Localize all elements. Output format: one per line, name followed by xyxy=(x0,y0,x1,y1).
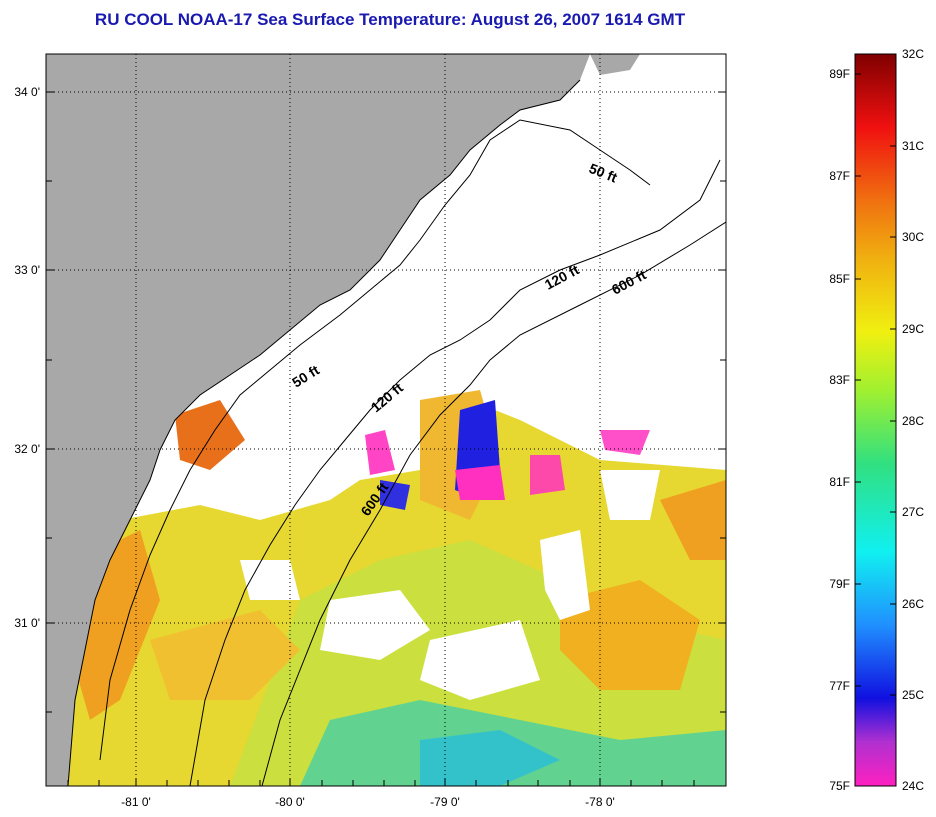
axis-ticks xyxy=(46,91,726,786)
graticule xyxy=(46,54,726,786)
color-bar: 89F 87F 85F 83F 81F 79F 77F 75F 32C 31C … xyxy=(829,47,924,793)
colorbar-c-label: 25C xyxy=(902,688,924,702)
colorbar-f-label: 85F xyxy=(829,272,850,286)
land xyxy=(46,54,590,786)
color-bar-scale xyxy=(854,53,897,787)
lon-label: -81 0' xyxy=(121,795,151,809)
colorbar-c-label: 28C xyxy=(902,414,924,428)
colorbar-c-label: 27C xyxy=(902,505,924,519)
colorbar-c-label: 32C xyxy=(902,47,924,61)
colorbar-f-label: 87F xyxy=(829,169,850,183)
colorbar-c-label: 26C xyxy=(902,597,924,611)
colorbar-c-label: 30C xyxy=(902,230,924,244)
lat-label: 34 0' xyxy=(14,85,40,99)
colorbar-c-label: 24C xyxy=(902,779,924,793)
colorbar-c-label: 31C xyxy=(902,139,924,153)
colorbar-f-label: 83F xyxy=(829,373,850,387)
colorbar-f-label: 79F xyxy=(829,577,850,591)
colorbar-f-label: 77F xyxy=(829,679,850,693)
lon-label: -80 0' xyxy=(275,795,305,809)
lon-label: -78 0' xyxy=(585,795,615,809)
map-frame xyxy=(45,53,727,787)
colorbar-f-label: 81F xyxy=(829,475,850,489)
colorbar-c-label: 29C xyxy=(902,322,924,336)
map-title: RU COOL NOAA-17 Sea Surface Temperature:… xyxy=(94,10,686,29)
lat-label: 31 0' xyxy=(14,616,40,630)
lat-label: 33 0' xyxy=(14,263,40,277)
map-image xyxy=(46,54,726,786)
lon-label: -79 0' xyxy=(430,795,460,809)
lat-label: 32 0' xyxy=(14,442,40,456)
colorbar-f-label: 89F xyxy=(829,67,850,81)
colorbar-f-label: 75F xyxy=(829,779,850,793)
